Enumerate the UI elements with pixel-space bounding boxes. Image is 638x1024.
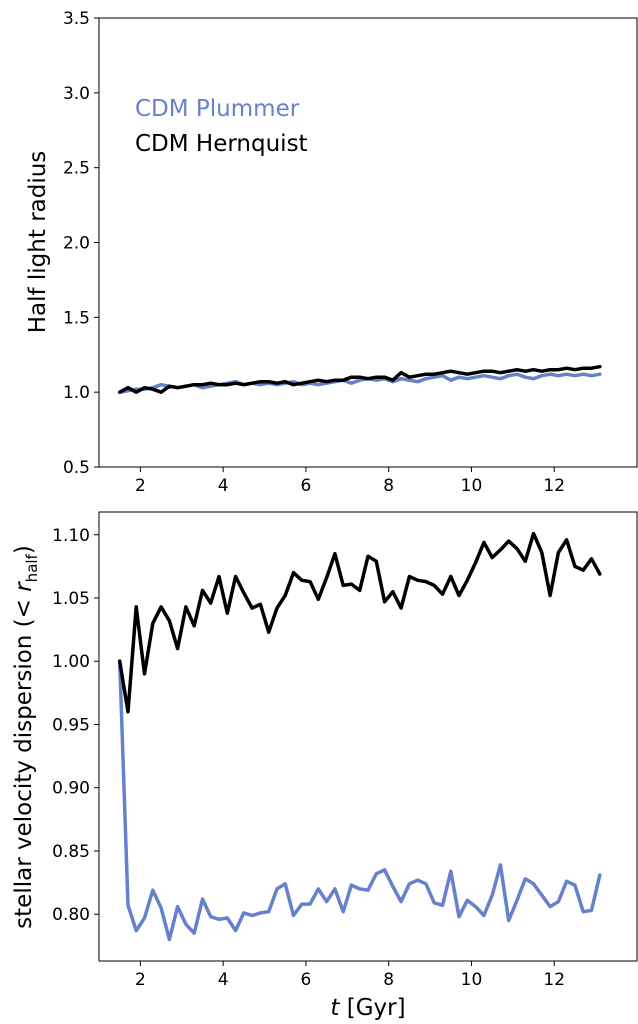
bottom-x-tick-label: 6 [301,970,312,990]
top-series-layer [117,364,602,394]
bottom-y-tick-label: 0.95 [52,715,90,735]
velocity-dispersion-panel: 2 4 6 8 10 12 0.80 0.85 0.90 0.95 1.00 1.05 1.10 ste… [11,511,638,1021]
legend: CDM Plummer CDM Hernquist [135,96,308,157]
bottom-x-axis-label: t [Gyr] [330,995,405,1021]
bottom-y-tick-label: 1.10 [52,526,90,546]
top-y-tick-label: 1.0 [63,383,90,403]
top-y-tick-label: 2.0 [63,234,90,254]
half-light-radius-panel: 2 4 6 8 10 12 0.5 1.0 1.5 2.0 2.5 3.0 3.5 Half light… [25,9,638,496]
bottom-y-tick-label: 1.05 [52,589,90,609]
bottom-x-tick-label: 12 [543,970,565,990]
bottom-series-line-cdm-hernquist [117,531,602,714]
bottom-ticks-layer: 2 4 6 8 10 12 0.80 0.85 0.90 0.95 1.00 1.05 1.10 [52,526,565,990]
top-y-tick-label: 3.5 [63,9,90,29]
bottom-x-tick-label: 4 [218,970,229,990]
top-series-line-cdm-hernquist [117,364,602,394]
bottom-series-line-cdm-plummer [117,659,602,942]
top-series-line-cdm-plummer [117,372,602,394]
bottom-y-tick-label: 0.80 [52,905,90,925]
top-y-axis-label: Half light radius [25,151,51,334]
top-x-tick-label: 6 [301,476,312,496]
top-x-tick-label: 4 [218,476,229,496]
bottom-series-layer [117,531,602,942]
bottom-y-axis-label: stellar velocity dispersion (< rhalf) [11,545,41,929]
legend-entry-cdm-hernquist: CDM Hernquist [135,131,308,157]
bottom-y-tick-label: 0.85 [52,842,90,862]
top-x-tick-label: 8 [383,476,394,496]
bottom-y-tick-label: 0.90 [52,779,90,799]
top-y-tick-label: 0.5 [63,458,90,478]
bottom-x-tick-label: 10 [461,970,483,990]
top-x-tick-label: 12 [543,476,565,496]
top-y-tick-label: 2.5 [63,159,90,179]
top-y-tick-label: 1.5 [63,308,90,328]
top-ticks-layer: 2 4 6 8 10 12 0.5 1.0 1.5 2.0 2.5 3.0 3.5 [63,9,565,496]
bottom-plot-frame [98,511,638,962]
top-x-tick-label: 10 [461,476,483,496]
top-y-tick-label: 3.0 [63,84,90,104]
legend-entry-cdm-plummer: CDM Plummer [135,96,300,122]
bottom-x-tick-label: 8 [383,970,394,990]
top-plot-frame [98,17,638,468]
bottom-x-tick-label: 2 [135,970,146,990]
top-x-tick-label: 2 [135,476,146,496]
bottom-y-tick-label: 1.00 [52,652,90,672]
